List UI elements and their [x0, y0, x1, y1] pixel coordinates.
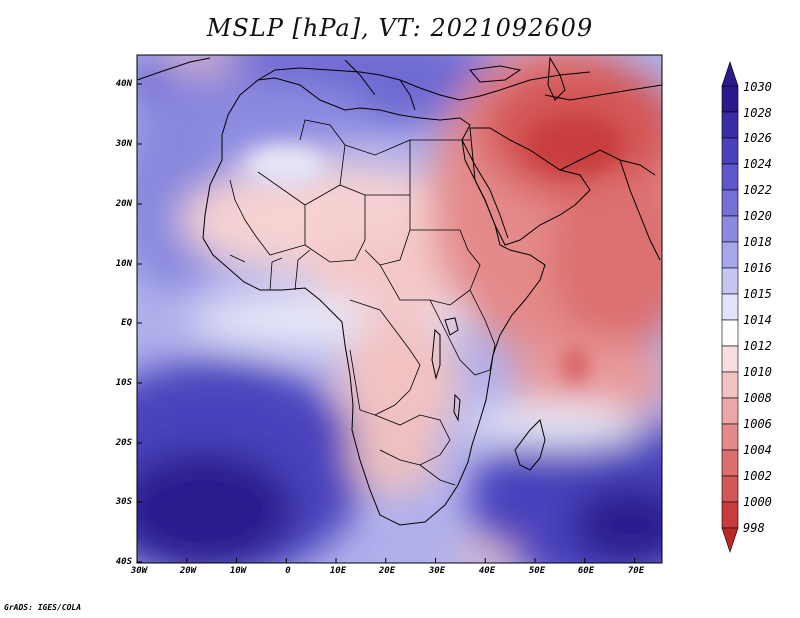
- x-tick-label: 50E: [528, 566, 546, 576]
- credit-text: GrADS: IGES/COLA: [4, 603, 82, 612]
- y-tick-label: 20S: [115, 438, 132, 448]
- colorbar-band: [721, 85, 739, 113]
- colorbar-label: 1000: [743, 495, 772, 509]
- colorbar-label: 1010: [743, 365, 772, 379]
- colorbar-label: 1015: [743, 287, 772, 301]
- colorbar-label: 1030: [743, 80, 772, 94]
- colorbar-label: 1008: [743, 391, 772, 405]
- colorbar-band: [721, 319, 739, 347]
- y-tick-label: 40S: [115, 557, 132, 567]
- x-tick-label: 40E: [478, 566, 496, 576]
- y-tick-label: 10N: [115, 259, 132, 269]
- x-tick-label: 70E: [627, 566, 645, 576]
- colorbar-label: 1028: [743, 106, 772, 120]
- axis-ticks: [136, 83, 635, 563]
- x-tick-label: 20E: [378, 566, 396, 576]
- colorbar-band: [721, 163, 739, 191]
- colorbar-band: [721, 397, 739, 425]
- chart-title: MSLP [hPa], VT: 2021092609: [206, 14, 594, 42]
- colorbar-band: [721, 371, 739, 399]
- x-tick-label: 30E: [428, 566, 446, 576]
- x-tick-label: 0: [285, 566, 291, 576]
- colorbar-label: 1018: [743, 235, 772, 249]
- colorbar-label: 1012: [743, 339, 772, 353]
- x-tick-label: 10E: [329, 566, 347, 576]
- plot-frame: [136, 54, 663, 564]
- x-tick-label: 60E: [577, 566, 595, 576]
- y-tick-label: 30S: [115, 497, 132, 507]
- y-tick-label: 10S: [115, 378, 132, 388]
- colorbar-band: [721, 475, 739, 503]
- y-tick-label: 40N: [115, 79, 132, 89]
- colorbar: [721, 61, 739, 553]
- x-tick-label: 20W: [179, 566, 197, 576]
- y-tick-label: EQ: [121, 318, 132, 328]
- colorbar-label: 1026: [743, 131, 772, 145]
- colorbar-band: [721, 345, 739, 373]
- colorbar-band: [721, 449, 739, 477]
- colorbar-label: 1002: [743, 469, 772, 483]
- colorbar-label: 998: [743, 521, 765, 535]
- x-tick-label: 30W: [130, 566, 148, 576]
- pressure-field: [137, 55, 662, 563]
- colorbar-band: [721, 241, 739, 269]
- colorbar-band: [721, 137, 739, 165]
- colorbar-band: [721, 501, 739, 529]
- coastlines: [137, 56, 662, 526]
- colorbar-top-arrow: [721, 61, 739, 87]
- colorbar-band: [721, 293, 739, 321]
- colorbar-band: [721, 111, 739, 139]
- colorbar-band: [721, 189, 739, 217]
- colorbar-band: [721, 423, 739, 451]
- colorbar-band: [721, 267, 739, 295]
- colorbar-label: 1024: [743, 157, 772, 171]
- colorbar-bottom-arrow: [721, 527, 739, 553]
- colorbar-label: 1014: [743, 313, 772, 327]
- colorbar-label: 1006: [743, 417, 772, 431]
- x-tick-label: 10W: [229, 566, 247, 576]
- colorbar-band: [721, 215, 739, 243]
- colorbar-label: 1020: [743, 209, 772, 223]
- y-tick-label: 30N: [115, 139, 132, 149]
- colorbar-label: 1022: [743, 183, 772, 197]
- colorbar-label: 1004: [743, 443, 772, 457]
- y-tick-label: 20N: [115, 199, 132, 209]
- colorbar-label: 1016: [743, 261, 772, 275]
